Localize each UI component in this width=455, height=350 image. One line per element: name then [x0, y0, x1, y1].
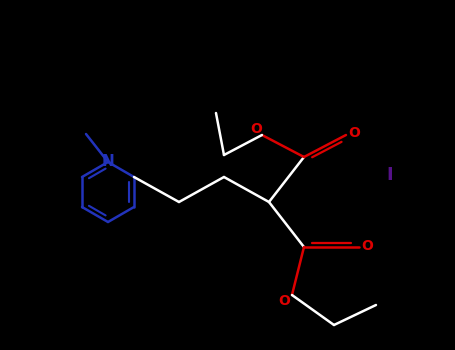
Text: N: N: [101, 154, 114, 169]
Text: O: O: [278, 294, 290, 308]
Text: O: O: [250, 122, 262, 136]
Text: O: O: [348, 126, 360, 140]
Text: I: I: [387, 166, 393, 184]
Text: O: O: [361, 239, 373, 253]
